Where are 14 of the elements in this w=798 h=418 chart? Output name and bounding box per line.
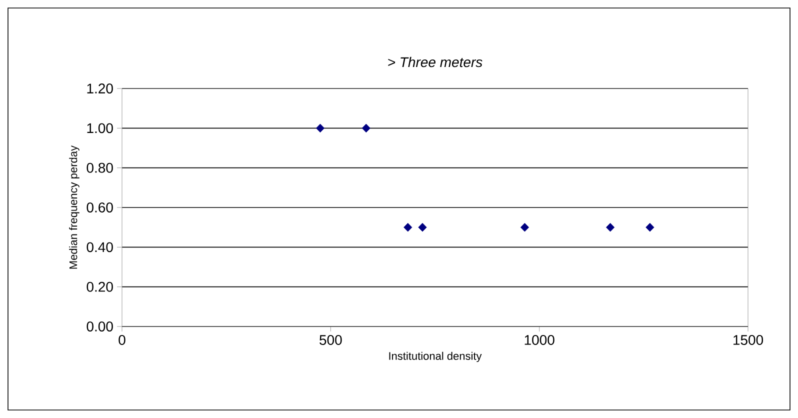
y-tick-label: 0.20	[86, 282, 113, 292]
chart-title: > Three meters	[388, 56, 482, 68]
y-tick-label: 1.00	[87, 123, 113, 134]
y-axis-title: Median frequency perday	[69, 145, 80, 269]
y-tick-label: 0.80	[86, 162, 113, 173]
y-tick-label: 1.20	[87, 84, 113, 94]
x-tick-label: 1000	[524, 335, 554, 345]
x-tick-label: 500	[320, 335, 342, 345]
y-tick-label: 0.00	[86, 322, 113, 332]
y-tick-label: 0.60	[86, 202, 113, 212]
x-axis-title: Institutional density	[389, 352, 482, 362]
x-tick-label: 0	[118, 335, 126, 345]
x-tick-label: 1500	[734, 335, 764, 345]
y-tick-label: 0.40	[86, 242, 113, 252]
